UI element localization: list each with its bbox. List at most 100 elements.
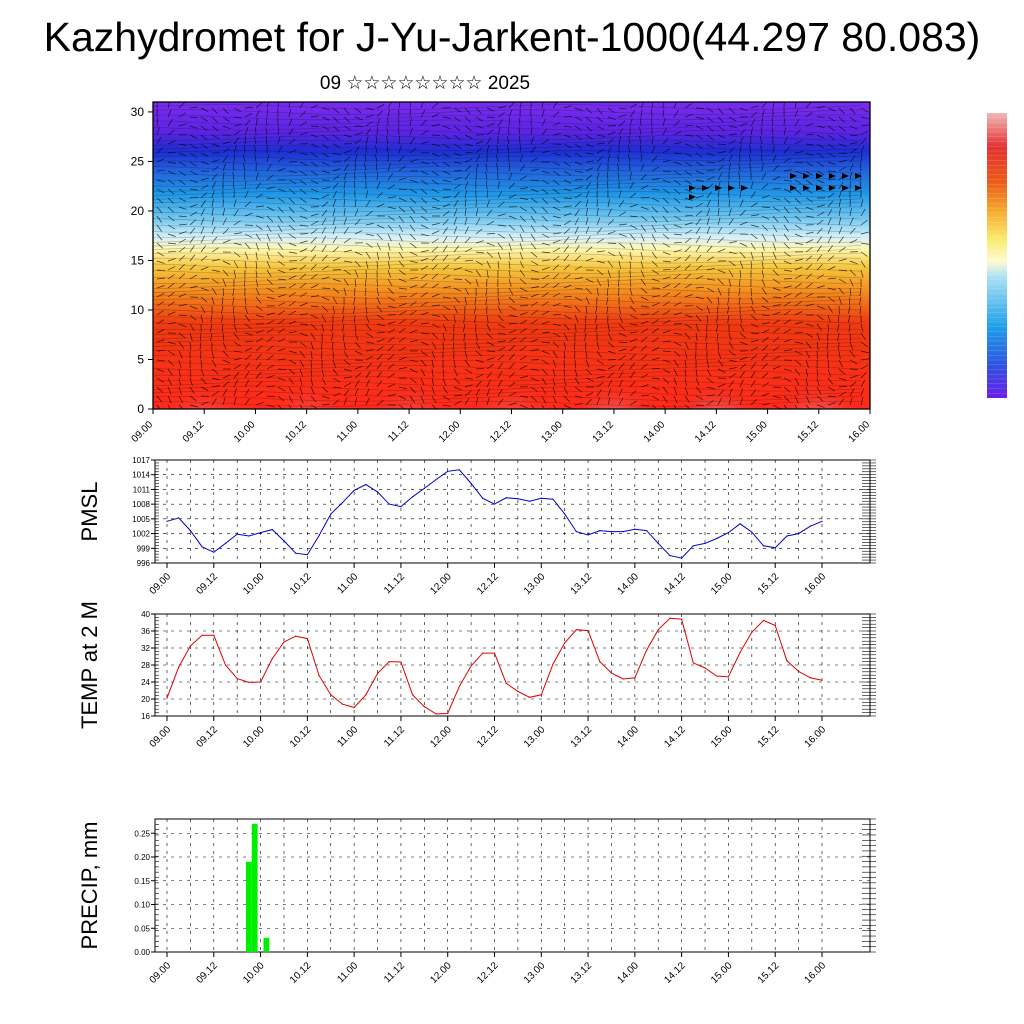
wind-flag bbox=[790, 185, 797, 191]
wind-barb bbox=[254, 136, 257, 145]
wind-barb bbox=[662, 197, 669, 204]
wind-barb bbox=[420, 119, 427, 127]
wind-barb bbox=[651, 295, 660, 298]
wind-barb bbox=[321, 296, 330, 301]
wind-barb bbox=[343, 172, 348, 181]
wind-barb bbox=[200, 386, 209, 391]
temp-point bbox=[376, 672, 379, 675]
wind-barb bbox=[772, 233, 777, 242]
wind-barb bbox=[233, 269, 237, 278]
wind-barb bbox=[255, 251, 258, 260]
wind-barb bbox=[827, 178, 836, 181]
wind-barb bbox=[695, 305, 703, 311]
wind-barb bbox=[189, 254, 196, 262]
wind-barb bbox=[816, 211, 825, 217]
wind-barb bbox=[420, 179, 428, 185]
wind-barb bbox=[794, 119, 800, 127]
wind-barb bbox=[662, 301, 670, 307]
wind-barb bbox=[726, 305, 730, 314]
wind-barb bbox=[233, 153, 235, 163]
wind-barb bbox=[474, 296, 477, 305]
temp-y-tick-label: 36 bbox=[141, 627, 150, 636]
wind-barb bbox=[497, 398, 504, 406]
wind-barb bbox=[464, 296, 467, 305]
wind-barb bbox=[167, 341, 176, 345]
wind-barb bbox=[167, 350, 176, 356]
wind-barb bbox=[541, 310, 550, 316]
wind-barb bbox=[409, 206, 416, 214]
wind-barb bbox=[420, 322, 429, 325]
wind-barb bbox=[838, 217, 842, 226]
wind-barb bbox=[794, 368, 801, 376]
precip-y-tick-label: 0.10 bbox=[134, 901, 150, 910]
wind-barb bbox=[277, 156, 285, 163]
pmsl-point bbox=[505, 497, 507, 499]
wind-barb bbox=[640, 336, 648, 343]
wind-barb bbox=[673, 197, 681, 204]
wind-barb bbox=[200, 377, 207, 385]
wind-barb bbox=[574, 323, 577, 332]
wind-barb bbox=[772, 269, 779, 277]
wind-barb bbox=[266, 296, 275, 300]
wind-barb bbox=[596, 156, 603, 163]
wind-barb bbox=[805, 368, 809, 377]
wind-barb bbox=[332, 246, 340, 253]
temp-point bbox=[295, 635, 297, 637]
wind-barb bbox=[341, 314, 345, 323]
wind-barb bbox=[816, 377, 820, 386]
wind-barb bbox=[783, 233, 790, 241]
wind-barb bbox=[629, 242, 634, 251]
wind-barb bbox=[794, 386, 799, 395]
wind-barb bbox=[409, 215, 416, 223]
wind-barb bbox=[717, 134, 726, 139]
wind-barb bbox=[474, 314, 477, 323]
wind-barb bbox=[860, 208, 866, 217]
temp-x-tick-label: 13.00 bbox=[522, 724, 548, 750]
wind-barb bbox=[431, 377, 434, 386]
wind-barb bbox=[607, 332, 613, 341]
wind-barb bbox=[651, 367, 661, 370]
wind-barb bbox=[761, 251, 764, 260]
wind-barb bbox=[365, 222, 374, 226]
wind-barb bbox=[255, 305, 263, 311]
wind-barb bbox=[310, 395, 317, 403]
wind-barb bbox=[673, 292, 681, 298]
wind-barb bbox=[332, 190, 338, 199]
precip-bar bbox=[251, 823, 258, 953]
wind-barb bbox=[706, 161, 716, 164]
wind-barb bbox=[442, 134, 451, 140]
wind-barb bbox=[178, 215, 188, 218]
wind-barb bbox=[288, 179, 297, 184]
wind-barb bbox=[244, 260, 247, 269]
wind-barb bbox=[497, 233, 505, 239]
wind-barb bbox=[715, 323, 719, 332]
wind-barb bbox=[772, 215, 779, 223]
wind-barb bbox=[288, 251, 297, 254]
contour-line bbox=[153, 129, 862, 136]
wind-barb bbox=[849, 107, 856, 115]
wind-barb bbox=[189, 106, 198, 109]
wind-barb bbox=[728, 332, 732, 341]
wind-barb bbox=[662, 319, 671, 325]
wind-barb bbox=[178, 293, 187, 298]
wind-barb bbox=[750, 233, 758, 240]
y-tick-label: 20 bbox=[131, 204, 145, 218]
wind-barb bbox=[222, 116, 230, 122]
wind-barb bbox=[805, 273, 813, 280]
wind-barb bbox=[398, 269, 406, 276]
wind-barb bbox=[563, 212, 572, 217]
wind-barb bbox=[364, 163, 367, 172]
wind-barb bbox=[420, 386, 425, 395]
wind-barb bbox=[574, 193, 582, 199]
wind-barb bbox=[253, 145, 257, 154]
wind-flag bbox=[855, 185, 862, 191]
wind-barb bbox=[233, 357, 242, 361]
wind-barb bbox=[452, 332, 455, 341]
wind-barb bbox=[739, 363, 747, 370]
wind-barb bbox=[387, 196, 396, 199]
wind-barb bbox=[706, 368, 712, 377]
wind-barb bbox=[431, 304, 440, 307]
wind-barb bbox=[728, 341, 734, 349]
wind-barb bbox=[255, 102, 263, 109]
wind-barb bbox=[178, 341, 185, 349]
